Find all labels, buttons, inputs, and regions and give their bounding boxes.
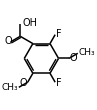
- Text: CH₃: CH₃: [79, 48, 95, 57]
- Text: F: F: [56, 29, 62, 39]
- Text: O: O: [5, 36, 12, 46]
- Text: O: O: [69, 53, 77, 63]
- Text: OH: OH: [22, 18, 37, 28]
- Text: CH₃: CH₃: [1, 83, 18, 92]
- Text: O: O: [20, 78, 27, 88]
- Text: F: F: [56, 78, 62, 88]
